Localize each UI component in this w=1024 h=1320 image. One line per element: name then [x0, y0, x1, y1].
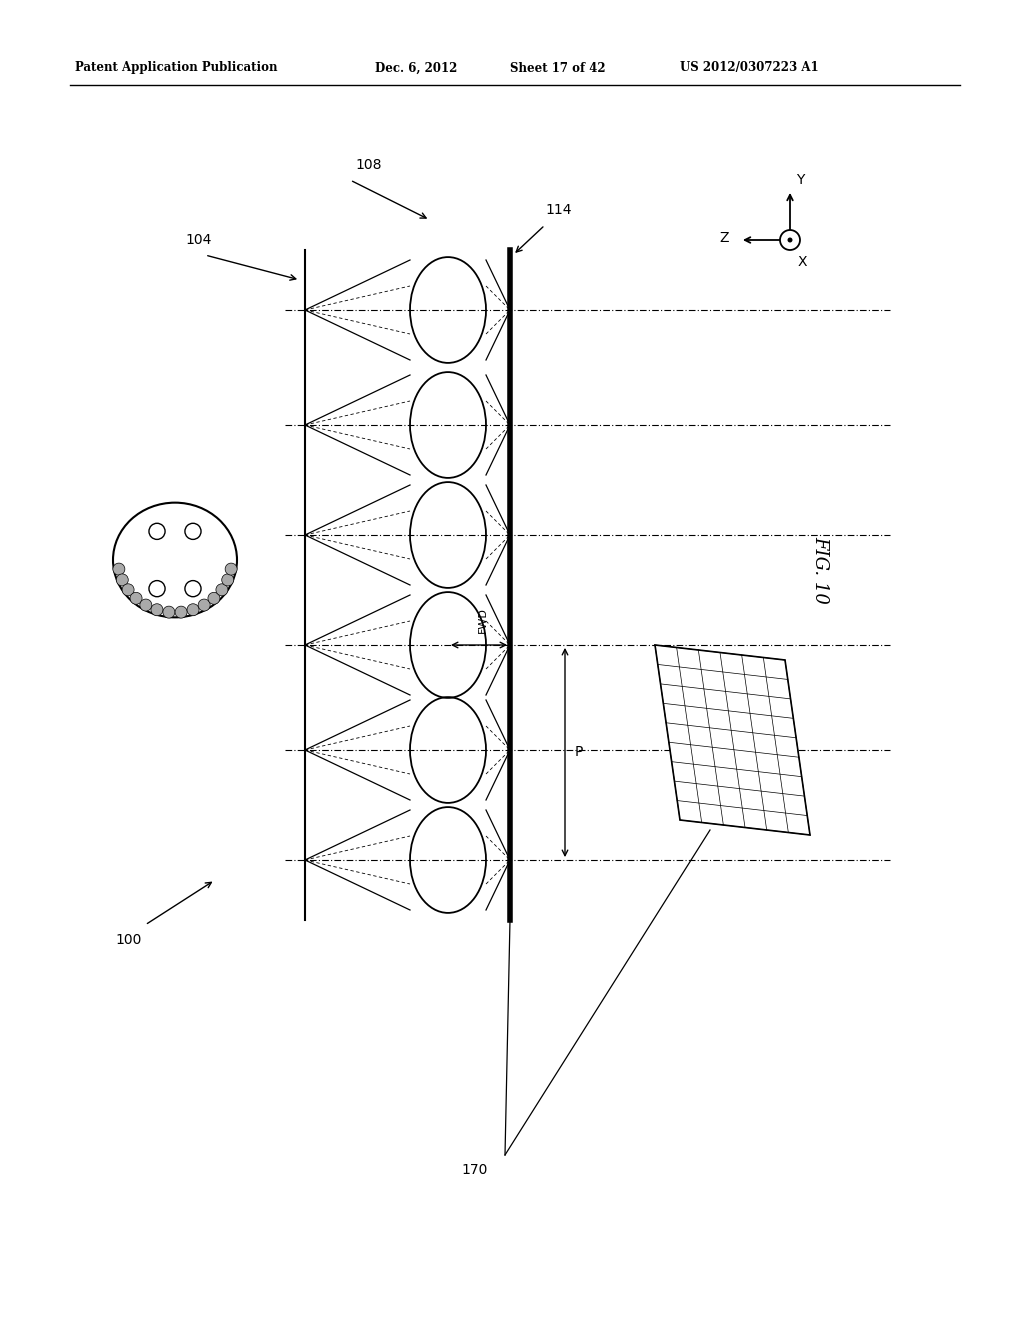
- Circle shape: [185, 581, 201, 597]
- Circle shape: [787, 238, 793, 243]
- Circle shape: [185, 523, 201, 540]
- Text: 100: 100: [115, 933, 141, 946]
- Circle shape: [216, 583, 228, 595]
- Circle shape: [163, 606, 175, 618]
- Circle shape: [148, 581, 165, 597]
- Circle shape: [175, 606, 187, 618]
- Circle shape: [140, 599, 152, 611]
- Text: 108: 108: [355, 158, 382, 172]
- Circle shape: [780, 230, 800, 249]
- Circle shape: [222, 574, 233, 586]
- Circle shape: [113, 564, 125, 576]
- Circle shape: [225, 564, 238, 576]
- Text: US 2012/0307223 A1: US 2012/0307223 A1: [680, 62, 818, 74]
- Text: Sheet 17 of 42: Sheet 17 of 42: [510, 62, 605, 74]
- Text: P: P: [575, 746, 584, 759]
- Circle shape: [208, 593, 220, 605]
- Circle shape: [187, 603, 199, 615]
- Polygon shape: [655, 645, 810, 836]
- Text: Y: Y: [796, 173, 805, 187]
- Text: 170: 170: [462, 1163, 488, 1177]
- Text: 114: 114: [545, 203, 571, 216]
- Text: FWD: FWD: [478, 607, 488, 634]
- Text: X: X: [798, 255, 807, 269]
- Circle shape: [117, 574, 128, 586]
- Text: Dec. 6, 2012: Dec. 6, 2012: [375, 62, 458, 74]
- Circle shape: [199, 599, 210, 611]
- Text: Z: Z: [719, 231, 729, 246]
- Text: 104: 104: [185, 234, 211, 247]
- Text: Patent Application Publication: Patent Application Publication: [75, 62, 278, 74]
- Circle shape: [122, 583, 134, 595]
- Circle shape: [151, 603, 163, 615]
- Circle shape: [130, 593, 142, 605]
- Ellipse shape: [113, 503, 237, 618]
- Circle shape: [148, 523, 165, 540]
- Text: FIG. 10: FIG. 10: [811, 536, 829, 605]
